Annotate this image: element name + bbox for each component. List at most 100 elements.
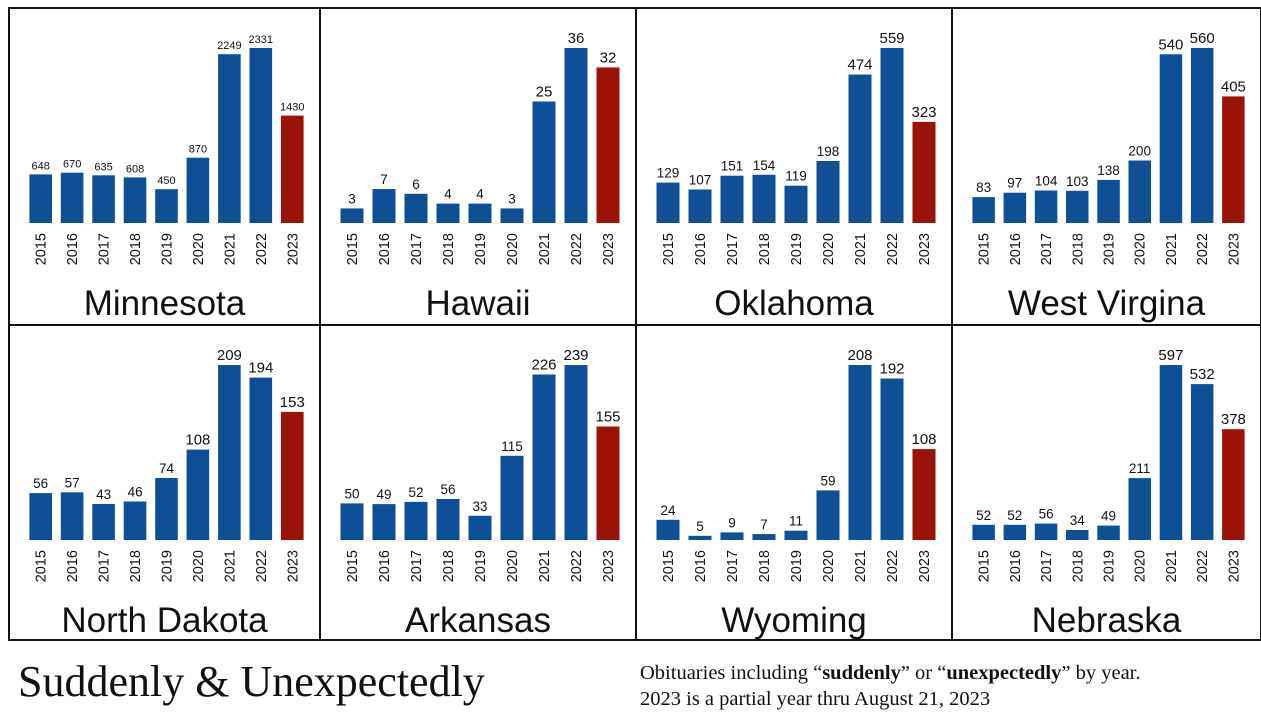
x-tick-label: 2016 (693, 233, 709, 265)
chart-panel-oklahoma: 129 2015 107 2016 151 2017 154 2018 119 2019 198 20… (656, 30, 937, 323)
x-tick-label: 2018 (128, 550, 144, 582)
bar-2020 (816, 161, 840, 223)
x-tick-label: 2021 (222, 550, 238, 582)
x-tick-label: 2020 (191, 550, 207, 582)
data-label: 405 (1221, 78, 1246, 95)
bar-2020 (500, 455, 524, 540)
data-label: 119 (785, 169, 807, 184)
bar-2017 (404, 501, 428, 540)
data-label: 194 (248, 360, 273, 377)
bar-2015 (972, 524, 995, 540)
data-label: 34 (1070, 513, 1086, 528)
x-tick-label: 2020 (505, 233, 521, 265)
bar-2018 (436, 203, 460, 223)
x-tick-label: 2020 (191, 233, 207, 265)
x-tick-label: 2019 (789, 550, 805, 582)
data-label: 83 (976, 180, 991, 195)
data-label: 74 (159, 461, 175, 476)
x-tick-label: 2018 (757, 233, 773, 265)
data-label: 59 (820, 473, 835, 488)
data-label: 5 (696, 519, 704, 534)
x-tick-label: 2016 (65, 550, 81, 582)
data-label: 151 (721, 159, 744, 174)
x-tick-label: 2020 (505, 550, 521, 582)
data-label: 3 (348, 191, 356, 206)
data-label: 192 (879, 361, 904, 378)
data-label: 3 (508, 191, 516, 206)
bar-2017 (92, 175, 115, 223)
bar-2022 (249, 377, 273, 540)
x-tick-label: 2015 (977, 233, 993, 265)
bar-2020 (816, 490, 840, 540)
bar-2021 (1159, 54, 1183, 224)
x-tick-label: 2016 (377, 550, 393, 582)
x-tick-label: 2023 (285, 233, 301, 265)
data-label: 7 (760, 517, 768, 532)
data-label: 154 (753, 158, 776, 173)
data-label: 32 (600, 49, 617, 66)
note-prefix: Obituaries including “ (640, 662, 823, 684)
bar-2018 (123, 501, 147, 540)
bar-2018 (752, 534, 776, 540)
x-tick-label: 2017 (1039, 233, 1055, 265)
data-label: 670 (63, 159, 81, 171)
x-tick-label: 2021 (537, 233, 553, 265)
data-label: 52 (976, 508, 991, 523)
bar-2021 (848, 365, 872, 540)
data-label: 378 (1221, 411, 1246, 428)
x-tick-label: 2016 (1008, 550, 1024, 582)
bar-2017 (404, 193, 428, 223)
chart-panel-nebraska: 52 2015 52 2016 56 2017 34 2018 49 2019 211 2020 597… (972, 347, 1246, 640)
bar-2015 (340, 503, 364, 540)
note-bold-suddenly: suddenly (822, 662, 901, 684)
bar-2021 (218, 54, 241, 224)
data-label: 52 (408, 485, 423, 500)
x-tick-label: 2019 (160, 550, 176, 582)
x-tick-label: 2023 (601, 233, 617, 265)
x-tick-label: 2018 (441, 233, 457, 265)
data-label: 49 (376, 487, 391, 502)
data-label: 155 (595, 409, 620, 426)
footer-note: Obituaries including “suddenly” or “unex… (640, 660, 1255, 712)
bar-2023 (912, 449, 936, 540)
bar-2021 (848, 74, 872, 223)
bar-2023 (596, 67, 620, 224)
data-label: 209 (217, 347, 242, 364)
bar-2018 (1066, 190, 1089, 223)
x-tick-label: 2015 (34, 550, 50, 582)
x-tick-label: 2021 (1164, 550, 1180, 582)
x-tick-label: 2019 (473, 233, 489, 265)
x-tick-label: 2022 (254, 550, 270, 582)
bar-2017 (1034, 190, 1058, 223)
bar-2021 (532, 374, 556, 540)
chart-title: Oklahoma (714, 284, 874, 323)
data-label: 103 (1066, 174, 1089, 189)
x-tick-label: 2021 (853, 550, 869, 582)
x-tick-label: 2023 (917, 550, 933, 582)
bar-2016 (372, 504, 396, 540)
chart-title: Wyoming (721, 601, 867, 640)
x-tick-label: 2016 (377, 233, 393, 265)
data-label: 115 (501, 439, 523, 454)
x-tick-label: 2019 (789, 233, 805, 265)
x-tick-label: 2020 (1133, 233, 1149, 265)
x-tick-label: 2022 (885, 233, 901, 265)
bar-2021 (1159, 365, 1183, 540)
bar-2015 (972, 197, 995, 223)
x-tick-label: 2022 (569, 233, 585, 265)
bar-2023 (596, 426, 620, 540)
bar-2019 (468, 515, 492, 540)
data-label: 648 (32, 160, 50, 172)
data-label: 49 (1101, 509, 1116, 524)
bar-2020 (186, 157, 210, 223)
data-label: 57 (65, 475, 80, 490)
x-tick-label: 2018 (1070, 550, 1086, 582)
data-label: 2331 (249, 34, 273, 46)
note-mid: ” or “ (900, 662, 947, 684)
chart-title: Arkansas (405, 601, 551, 640)
note-bold-unexpectedly: unexpectedly (946, 662, 1062, 684)
bar-2020 (500, 208, 524, 223)
chart-title: Hawaii (425, 284, 530, 323)
data-label: 540 (1158, 36, 1183, 53)
